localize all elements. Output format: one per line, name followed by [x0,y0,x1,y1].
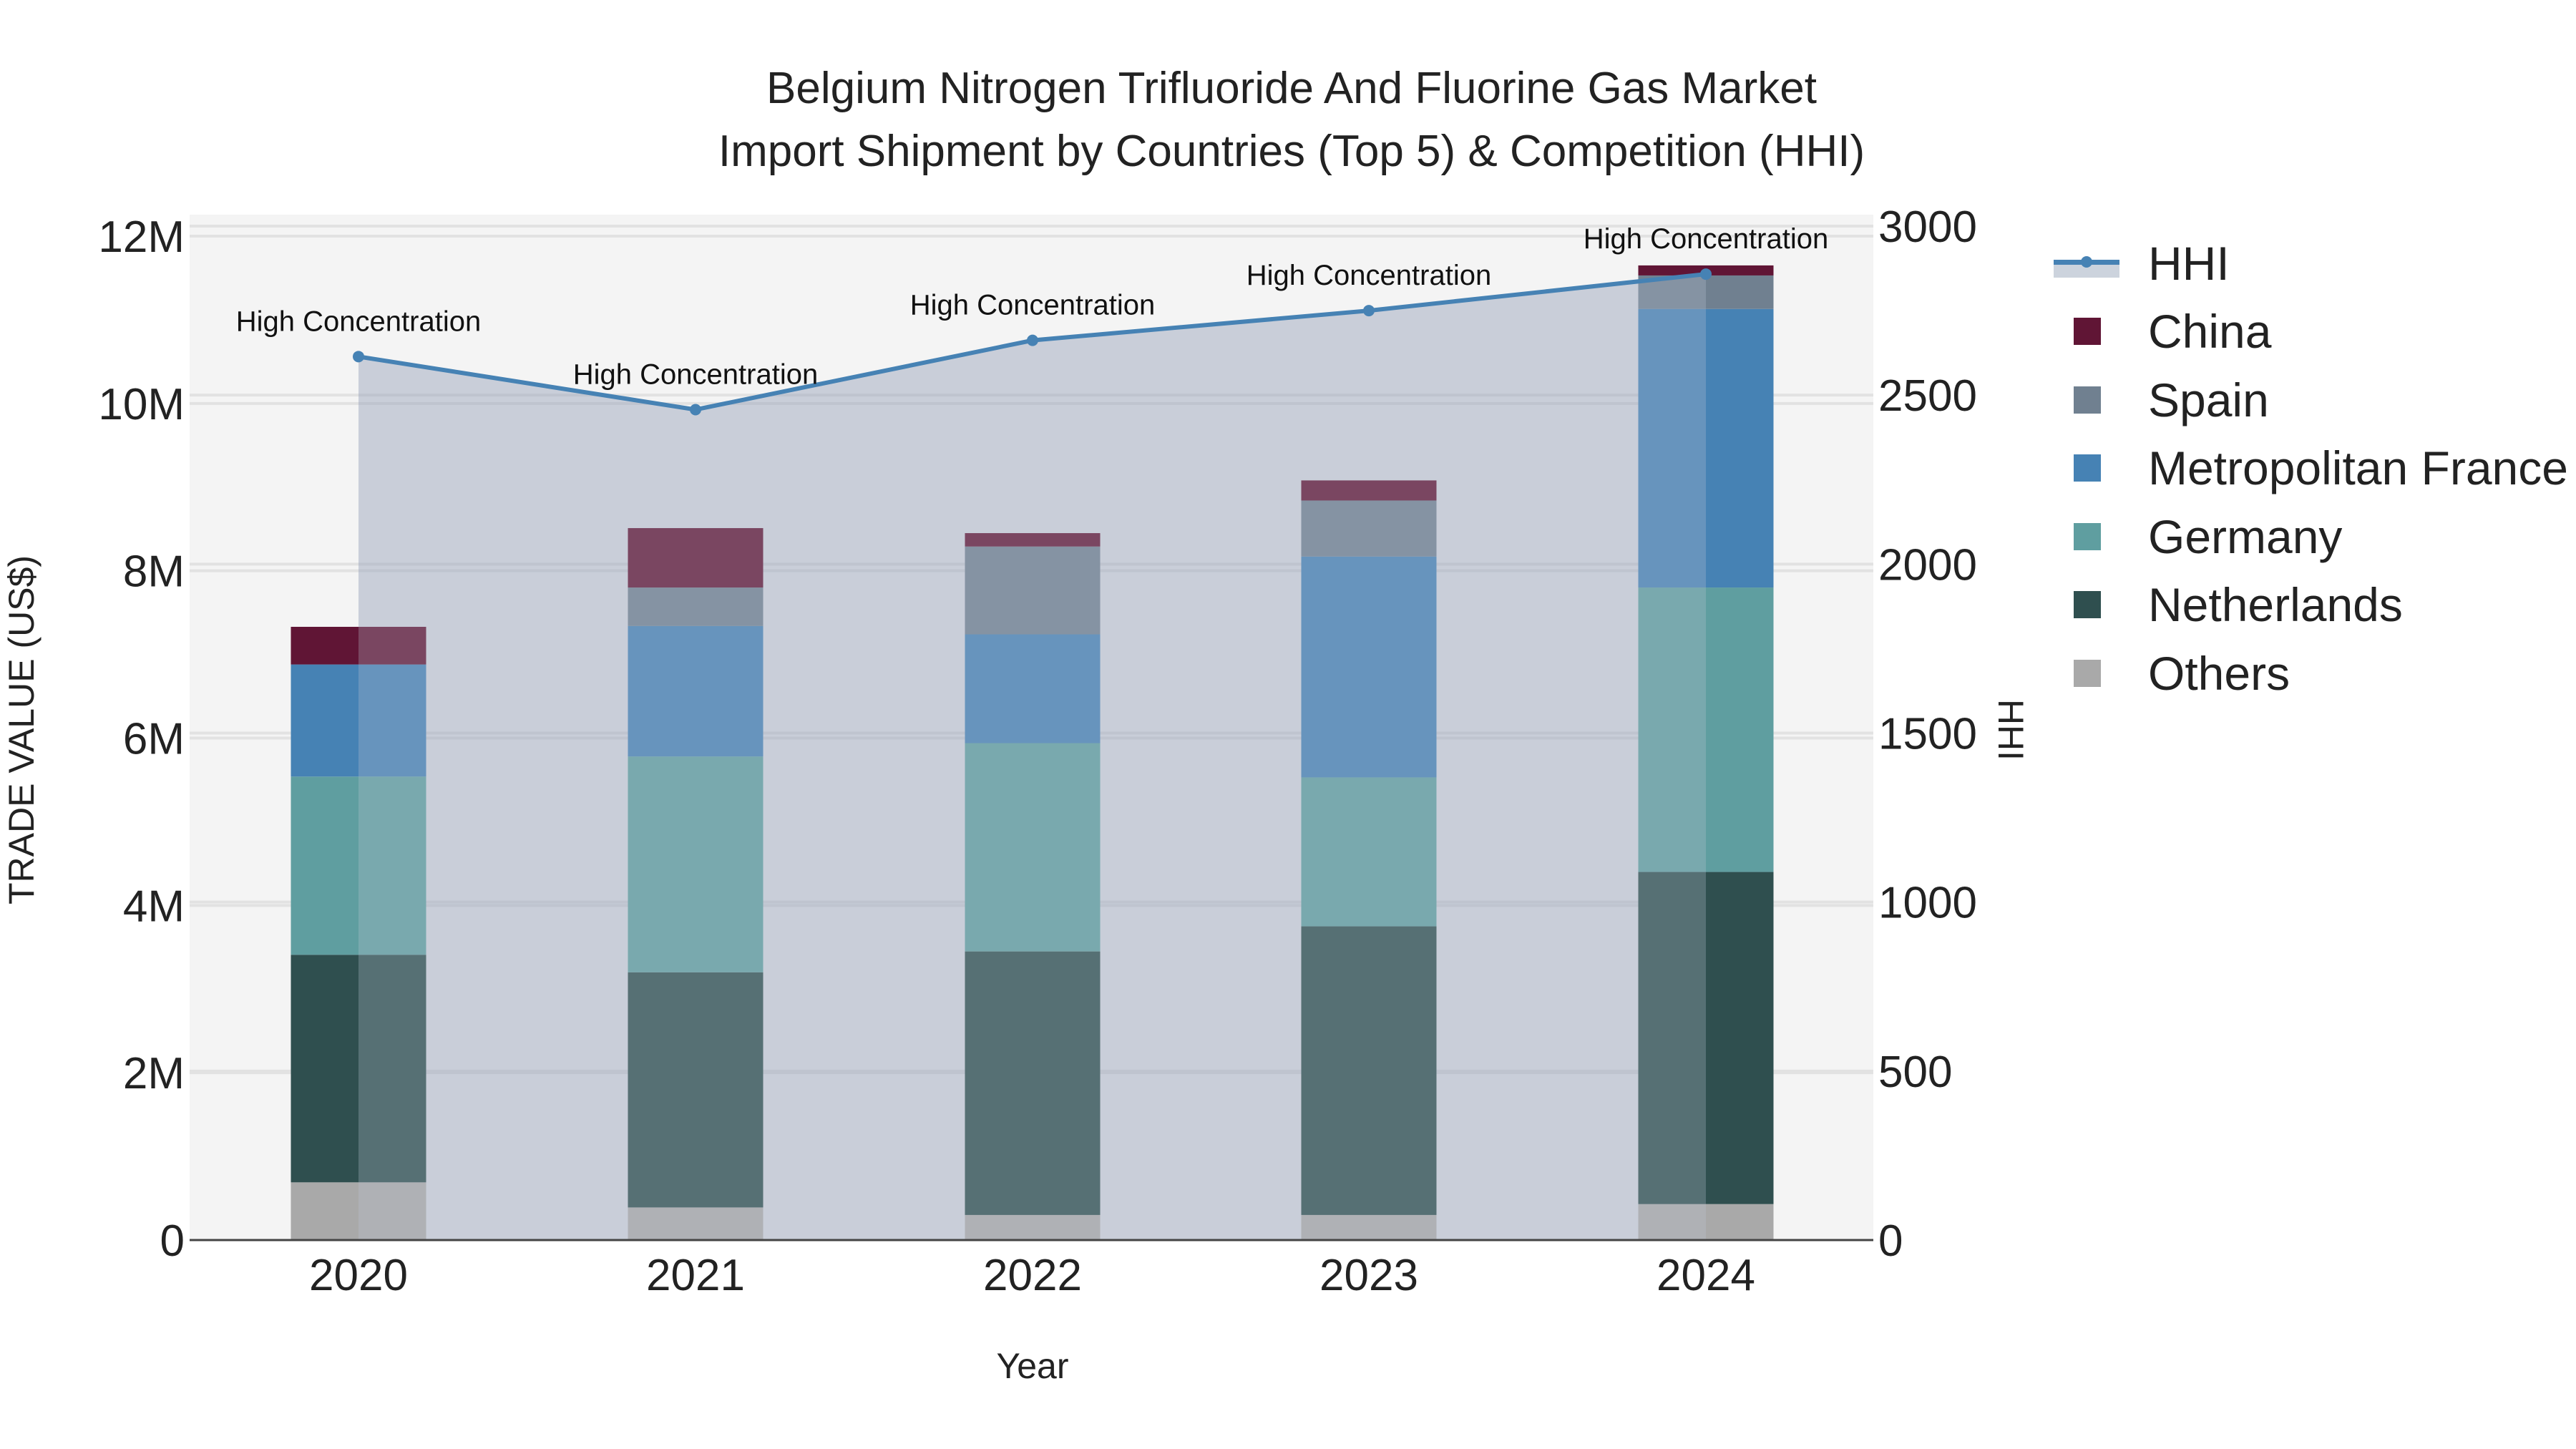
legend-label: China [2148,305,2272,358]
y-tick-label: 6M [123,715,185,764]
legend-item-netherlands[interactable]: Netherlands [2054,571,2568,640]
bar-segment-netherlands[interactable] [1638,872,1774,1204]
y2-tick-label: 1500 [1878,710,1977,759]
y-tick-label: 0 [160,1216,185,1266]
legend-item-others[interactable]: Others [2054,639,2568,708]
bar-segment-china[interactable] [291,627,426,665]
bar-segment-others[interactable] [291,1182,426,1240]
square-swatch-icon [2074,386,2101,414]
y2-axis-title: HHI [1991,698,2031,761]
bar-segment-germany[interactable] [628,756,763,972]
bar-segment-germany[interactable] [965,743,1101,952]
y2-tick-label: 3000 [1878,203,1977,252]
legend-label: Netherlands [2148,578,2403,632]
legend-item-spain[interactable]: Spain [2054,366,2568,434]
bar-segment-spain[interactable] [965,546,1101,635]
bar-segment-others[interactable] [1301,1214,1437,1240]
chart-title: Belgium Nitrogen Trifluoride And Fluorin… [766,64,1817,113]
legend-item-china[interactable]: China [2054,298,2568,366]
legend-label: Spain [2148,373,2269,426]
y2-tick-label: 500 [1878,1048,1952,1097]
hhi-marker[interactable] [1700,268,1712,280]
bar-segment-metropolitan-france[interactable] [965,634,1101,743]
bar-segment-germany[interactable] [1301,777,1437,927]
hhi-annotation: High Concentration [236,306,481,337]
legend-label: Germany [2148,509,2343,563]
square-swatch-icon [2074,522,2101,550]
y2-tick-label: 2000 [1878,540,1977,590]
hhi-annotation: High Concentration [1246,260,1491,291]
y2-tick-label: 2500 [1878,371,1977,421]
bar-segment-china[interactable] [628,528,763,588]
bar-segment-metropolitan-france[interactable] [1301,556,1437,778]
x-tick-label: 2021 [646,1251,745,1300]
hhi-annotation: High Concentration [573,358,818,390]
y-tick-label: 10M [98,380,185,429]
bar-segment-netherlands[interactable] [628,972,763,1208]
bar-segment-others[interactable] [628,1207,763,1240]
hhi-marker[interactable] [1027,334,1038,346]
legend-label: Others [2148,646,2290,700]
line-marker-icon [2054,249,2119,278]
chart-subtitle: Import Shipment by Countries (Top 5) & C… [718,127,1865,176]
hhi-marker[interactable] [353,351,364,363]
y2-tick-label: 0 [1878,1216,1903,1266]
bar-segment-netherlands[interactable] [965,951,1101,1215]
x-tick-label: 2023 [1319,1251,1418,1300]
hhi-annotation: High Concentration [910,290,1155,321]
hhi-marker[interactable] [1363,305,1375,317]
legend-item-hhi[interactable]: HHI [2054,229,2568,298]
legend: HHI China Spain Metropolitan France Germ… [2054,229,2568,708]
legend-item-metropolitan-france[interactable]: Metropolitan France [2054,434,2568,503]
y-tick-label: 12M [98,213,185,262]
bar-segment-china[interactable] [965,533,1101,547]
y-axis-title: TRADE VALUE (US$) [1,555,42,905]
bar-segment-germany[interactable] [1638,587,1774,872]
bar-segment-spain[interactable] [628,587,763,626]
square-swatch-icon [2074,454,2101,482]
square-swatch-icon [2074,591,2101,619]
legend-label: Metropolitan France [2148,441,2568,495]
bars [291,265,1774,1240]
bar-segment-spain[interactable] [1301,500,1437,557]
bar-segment-others[interactable] [1638,1204,1774,1240]
y2-tick-label: 1000 [1878,879,1977,928]
hhi-annotation: High Concentration [1584,223,1828,255]
x-axis-title: Year [996,1346,1069,1386]
bar-segment-netherlands[interactable] [291,955,426,1183]
y-tick-label: 8M [123,547,185,597]
hhi-area-overlay [358,274,1706,1241]
bar-segment-others[interactable] [965,1214,1101,1240]
legend-item-germany[interactable]: Germany [2054,502,2568,571]
legend-label: HHI [2148,236,2230,290]
bar-segment-germany[interactable] [291,776,426,955]
square-swatch-icon [2074,318,2101,346]
bar-segment-metropolitan-france[interactable] [1638,308,1774,588]
bar-segment-china[interactable] [1301,480,1437,501]
hhi-marker[interactable] [690,404,701,416]
bar-segment-metropolitan-france[interactable] [628,625,763,757]
square-swatch-icon [2074,659,2101,687]
x-tick-label: 2022 [983,1251,1082,1300]
bar-segment-metropolitan-france[interactable] [291,664,426,777]
x-tick-label: 2024 [1657,1251,1755,1300]
y-tick-label: 2M [123,1049,185,1098]
bar-segment-netherlands[interactable] [1301,926,1437,1215]
y-tick-label: 4M [123,882,185,931]
x-tick-label: 2020 [309,1251,408,1300]
